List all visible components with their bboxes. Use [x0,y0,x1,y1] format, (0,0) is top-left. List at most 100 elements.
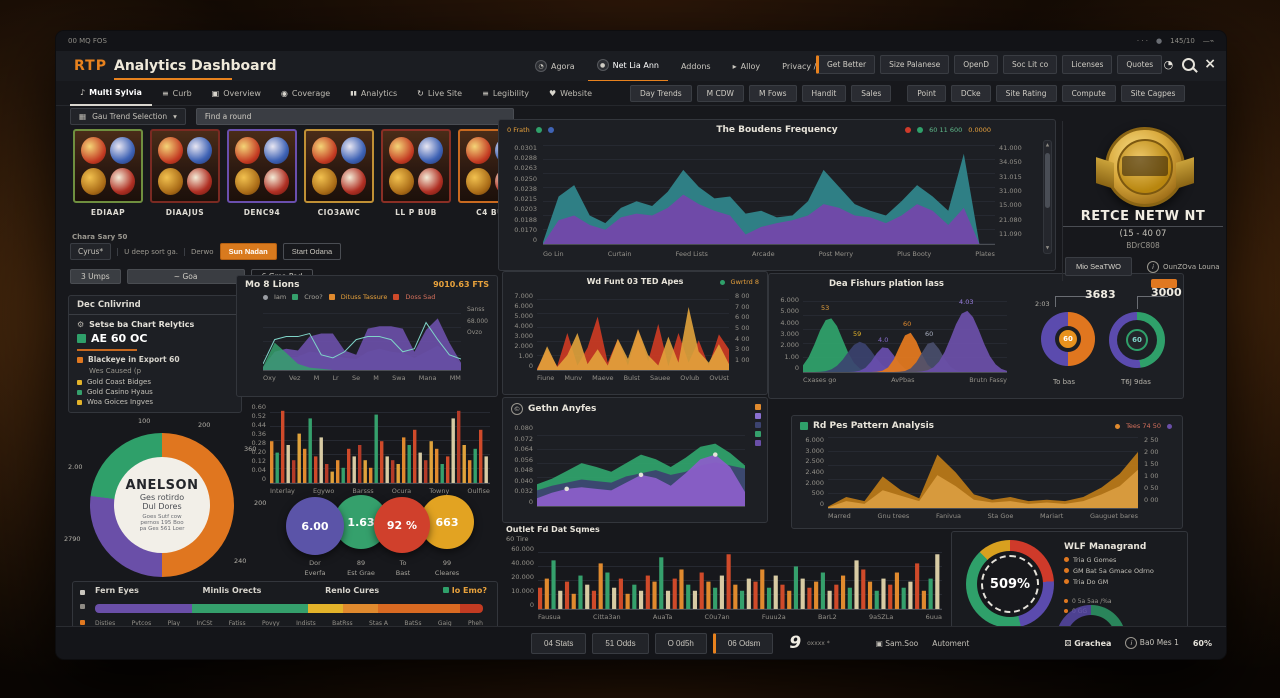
tab-net-lia-ann[interactable]: ● Net Lia Ann [587,50,668,82]
ounzova-link[interactable]: i OunZOva Louna [1147,261,1220,273]
automent-button[interactable]: Automent [932,638,970,648]
cyrus-select[interactable]: Cyrus* [70,243,112,260]
tick-label: 1 00 [735,355,750,364]
nav-item-multi-sylvia[interactable]: ♪ Multi Sylvia [70,80,152,106]
licenses-button[interactable]: Licenses [1062,55,1113,74]
title-underline [114,78,232,80]
tick-label: Marred [828,512,851,520]
nav-label: Multi Sylvia [89,87,142,97]
tab-alloy[interactable]: ▸ Alloy [724,51,770,81]
get-better-button[interactable]: Get Better [816,55,876,74]
dcke-button[interactable]: DCke [950,84,991,102]
size-palanese-button[interactable]: Size Palanese [880,55,950,74]
tick-label: 68.000 [467,317,488,325]
titlebar-dots-icon[interactable]: · · · [1136,37,1149,45]
tick-label: 0.072 [514,434,533,443]
tick-label: Swa [392,374,406,382]
slot-card-ediaap[interactable]: EDIAAP [73,129,143,217]
trend-select-dropdown[interactable]: ▦ Gau Trend Selection ▾ [70,107,186,125]
dashboard-content: EDIAAP DIAAJUS DENC94 CIO3AWC LL P BUB C… [56,119,1226,659]
nav-item-curb[interactable]: ≡ Curb [152,81,202,105]
sales-button[interactable]: Sales [851,84,892,102]
tick-label: 3.000 [514,332,533,340]
legend-label: Tees 74 50 [1126,422,1161,430]
point-button[interactable]: Point [907,84,946,102]
tick-label: 0.048 [514,466,533,475]
kpi-dor-everfa: 6.00 [286,497,344,555]
tab-addons[interactable]: Addons [672,51,720,81]
x-axis-labels: Marred Gnu trees Fanivua Sta Goe Mariart Gaug… [828,512,1138,520]
goa-pill[interactable]: ~ Goa [126,269,245,284]
sun-nadan-button[interactable]: Sun Nadan [219,243,277,260]
slot-label: CIO3AWC [317,208,361,217]
donut-center-badge: 60 [1059,330,1077,348]
nav-label: Overview [223,88,261,98]
tick-label: AuaTa [652,613,673,621]
stats-button[interactable]: 04 Stats [531,632,587,654]
tick-label: BatSs [404,620,422,627]
slot-art [381,129,451,203]
scrollbar-thumb[interactable] [1045,153,1050,208]
game-search-input[interactable] [195,107,514,125]
wd-funt-chart [537,292,729,371]
nav-item-analytics[interactable]: ▮▮ Analytics [340,81,407,105]
site-rating-button[interactable]: Site Rating [995,84,1057,102]
od5h-button[interactable]: O 0d5h [654,632,707,654]
compute-button[interactable]: Compute [1061,84,1116,102]
bullet-green-icon [77,389,82,395]
site-cagpes-button[interactable]: Site Cagpes [1120,84,1186,102]
odsm-button[interactable]: 06 Odsm [712,632,774,654]
tick-label: 0.0203 [514,205,537,214]
legend-square [755,404,761,410]
nav-item-coverage[interactable]: ◉ Coverage [271,81,340,105]
nav-item-live-site[interactable]: ↻ Live Site [407,81,472,105]
panel-action-button[interactable] [1151,279,1177,288]
tick-label: Fanivua [935,512,961,520]
clock-icon[interactable]: ◔ [1163,57,1174,71]
odds-button[interactable]: 51 Odds [592,632,649,654]
tab-agora[interactable]: ◔ Agora [526,51,584,81]
info-status[interactable]: i Ba0 Mes 1 [1125,637,1179,649]
soc-lit-button[interactable]: Soc Lit co [1003,55,1058,74]
slot-card-denc94[interactable]: DENC94 [227,129,297,217]
kpi-label: To Bast [395,559,411,577]
chart-title: Gethn Anyfes [528,404,597,414]
nav-item-legibility[interactable]: ≡ Legibility [472,81,539,105]
tick-label: 10.000 [511,587,534,595]
slot-card-cio3awc[interactable]: CIO3AWC [304,129,374,217]
sam-soo-button[interactable]: ▣ Sam.Soo [875,638,919,648]
slot-label: DENC94 [243,208,281,217]
quotes-button[interactable]: Quotes [1117,55,1163,74]
tick-label: InCSt [196,620,213,627]
controls-caption: Chara Sary 50 [72,233,128,241]
callout-line [1055,296,1096,307]
titlebar-end-icon[interactable]: —⌁ [1202,37,1214,45]
scroll-up-icon[interactable]: ▲ [1045,143,1050,148]
day-trends-button[interactable]: Day Trends [630,84,692,102]
slot-card-llpbub[interactable]: LL P BUB [381,129,451,217]
legend-dot [1115,423,1121,429]
donut-center-note3: pa Ges 561 Loer [139,526,185,532]
handit-button[interactable]: Handit [801,84,847,102]
to-bas-donut: 60 [1041,312,1095,366]
close-icon[interactable]: × [1204,56,1216,72]
slot-card-diaajus[interactable]: DIAAJUS [150,129,220,217]
chart-scrollbar[interactable]: ▲ ▼ [1043,140,1052,254]
search-icon[interactable] [1182,57,1196,71]
scroll-down-icon[interactable]: ▼ [1045,246,1050,251]
titlebar-circle-icon[interactable]: ● [1156,37,1163,45]
nav-item-website[interactable]: ♥ Website [539,81,602,105]
mio-seatwo-button[interactable]: Mio SeaTWO [1065,257,1133,276]
outlet-svg [538,554,940,609]
opend-button[interactable]: OpenD [954,55,999,74]
m-cdw-button[interactable]: M CDW [696,84,744,102]
umps-pill[interactable]: 3 Umps [70,269,121,284]
grachea-button[interactable]: ⚄ Grachea [1064,638,1112,648]
start-odana-button[interactable]: Start Odana [282,243,342,260]
m-fows-button[interactable]: M Fows [748,84,797,102]
nav-item-overview[interactable]: ▣ Overview [202,81,271,105]
grid-icon: ▦ [79,111,87,121]
tick-label: 31.015 [999,172,1022,181]
tick-label: Sauee [649,374,671,382]
recent-net-title: RETCE NETW NT [1063,209,1223,227]
